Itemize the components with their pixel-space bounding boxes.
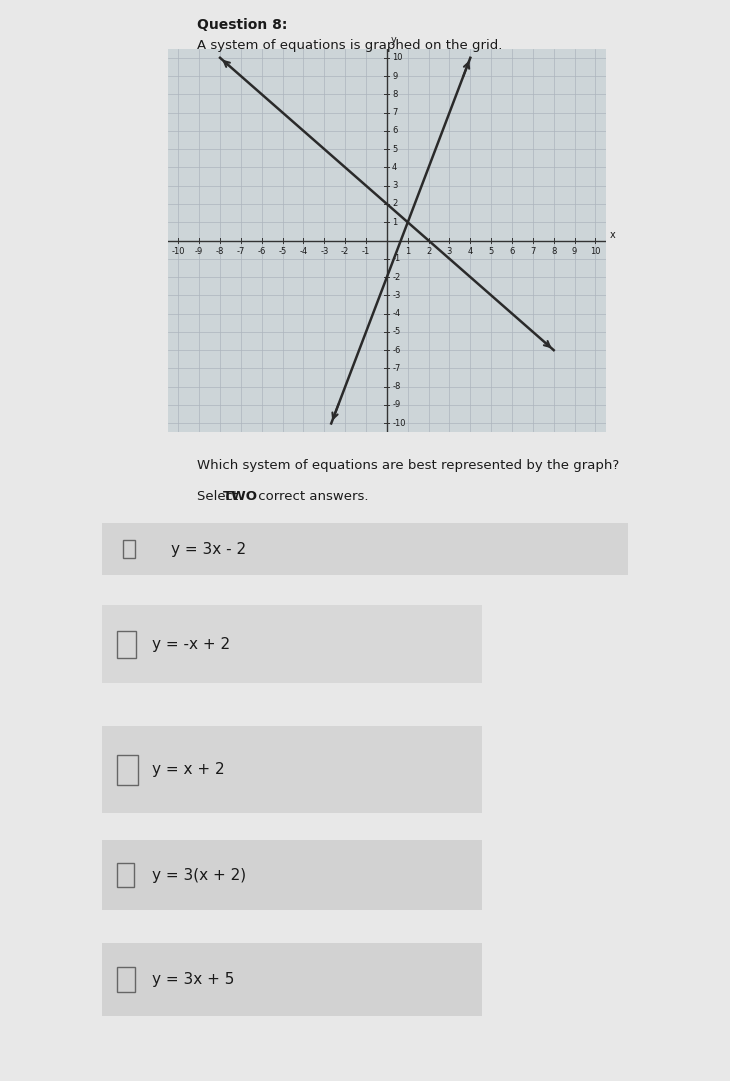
Bar [118, 863, 134, 888]
Text: 7: 7 [392, 108, 398, 117]
Text: 4: 4 [468, 246, 473, 256]
Text: -9: -9 [392, 400, 400, 410]
Text: y = -x + 2: y = -x + 2 [152, 637, 230, 652]
Text: A system of equations is graphed on the grid.: A system of equations is graphed on the … [197, 39, 502, 52]
Text: Question 8:: Question 8: [197, 18, 288, 32]
Text: 9: 9 [572, 246, 577, 256]
Text: correct answers.: correct answers. [254, 490, 369, 503]
Text: y = 3x - 2: y = 3x - 2 [171, 542, 246, 557]
Text: 2: 2 [426, 246, 431, 256]
Text: y = 3(x + 2): y = 3(x + 2) [152, 868, 246, 882]
Bar [118, 630, 136, 658]
Text: -10: -10 [392, 418, 406, 428]
Text: 7: 7 [530, 246, 536, 256]
Text: -2: -2 [392, 272, 400, 281]
Text: y = 3x + 5: y = 3x + 5 [152, 972, 234, 987]
Text: 5: 5 [488, 246, 493, 256]
Text: 10: 10 [392, 53, 403, 63]
Text: -8: -8 [392, 383, 401, 391]
Text: -9: -9 [195, 246, 204, 256]
Text: Select: Select [197, 490, 242, 503]
Text: 8: 8 [392, 90, 398, 98]
Text: -4: -4 [299, 246, 307, 256]
Bar [123, 540, 136, 558]
Text: 6: 6 [392, 126, 398, 135]
Text: -5: -5 [392, 328, 400, 336]
Text: y: y [391, 35, 397, 45]
Text: 3: 3 [392, 182, 398, 190]
Text: 10: 10 [591, 246, 601, 256]
Text: 2: 2 [392, 200, 397, 209]
Text: -5: -5 [278, 246, 287, 256]
Text: x: x [610, 230, 616, 240]
Bar [118, 755, 138, 785]
Text: -2: -2 [341, 246, 350, 256]
Text: 1: 1 [405, 246, 410, 256]
Text: y = x + 2: y = x + 2 [152, 762, 224, 777]
Text: 3: 3 [447, 246, 452, 256]
Text: -10: -10 [172, 246, 185, 256]
Text: -8: -8 [216, 246, 224, 256]
Text: 9: 9 [392, 71, 397, 81]
Text: -4: -4 [392, 309, 400, 318]
Text: -3: -3 [320, 246, 329, 256]
Text: -7: -7 [237, 246, 245, 256]
Text: Which system of equations are best represented by the graph?: Which system of equations are best repre… [197, 459, 619, 472]
Text: -6: -6 [258, 246, 266, 256]
Text: -1: -1 [362, 246, 370, 256]
Text: -1: -1 [392, 254, 400, 264]
Text: 6: 6 [510, 246, 515, 256]
Text: -6: -6 [392, 346, 401, 355]
Text: 1: 1 [392, 217, 397, 227]
Text: TWO: TWO [223, 490, 258, 503]
Text: -3: -3 [392, 291, 401, 299]
Text: 8: 8 [551, 246, 556, 256]
Bar [118, 966, 135, 992]
Text: 5: 5 [392, 145, 397, 154]
Text: -7: -7 [392, 364, 401, 373]
Text: 4: 4 [392, 163, 397, 172]
